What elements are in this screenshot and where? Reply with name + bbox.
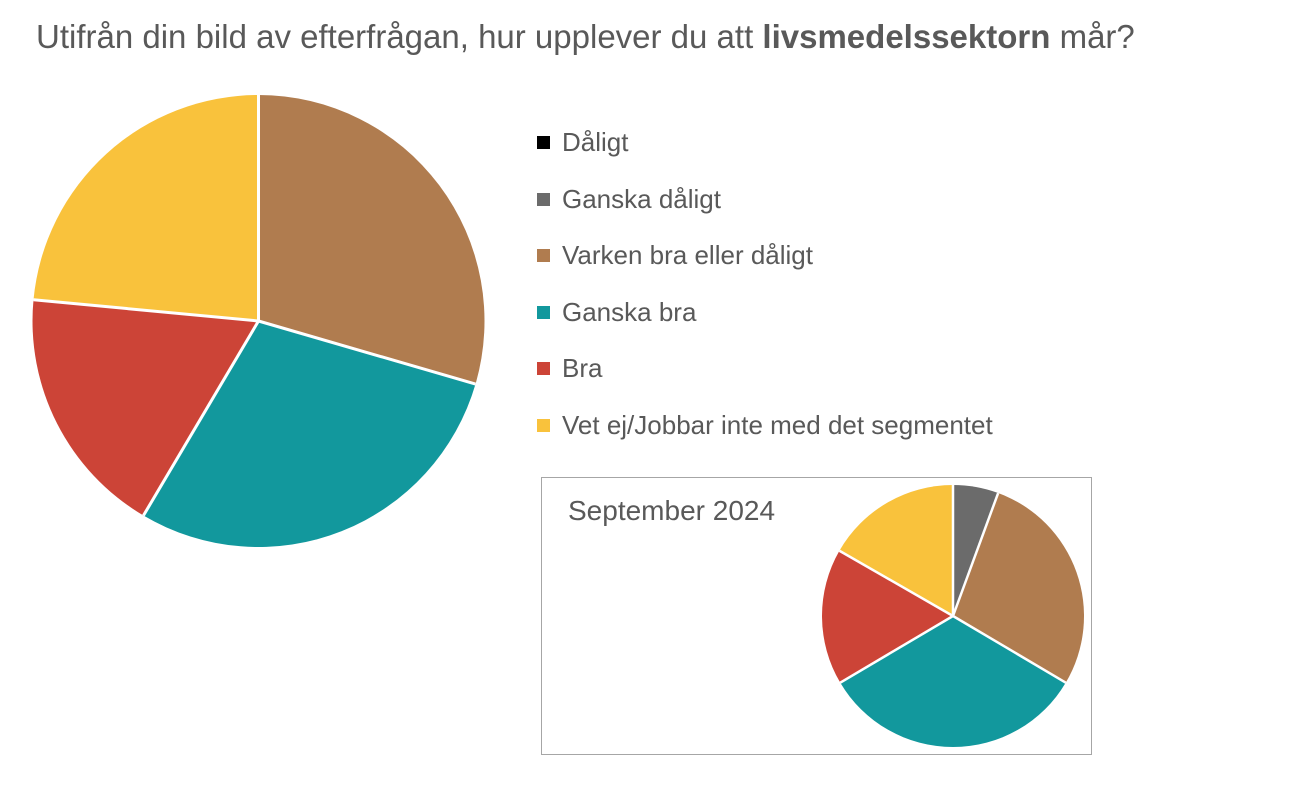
inset-title: September 2024 (568, 495, 776, 526)
slice-separator (952, 614, 1067, 684)
legend-item: Vet ej/Jobbar inte med det segmentet (537, 409, 993, 440)
legend-label: Ganska bra (562, 296, 697, 327)
pie-slice (258, 95, 485, 385)
legend-label: Ganska dåligt (562, 183, 721, 214)
inset-panel: September 2024 (541, 477, 1092, 755)
legend-swatch-daligt (537, 136, 550, 149)
legend-label: Dåligt (562, 127, 629, 157)
legend: Dåligt Ganska dåligt Varken bra eller då… (537, 127, 993, 440)
inset-pie-chart (822, 485, 1084, 747)
slice-separator (951, 492, 1000, 617)
legend-item: Bra (537, 353, 993, 383)
legend-item: Ganska dåligt (537, 183, 993, 214)
chart-title-suffix: mår? (1050, 18, 1135, 55)
chart-title: Utifrån din bild av efterfrågan, hur upp… (36, 18, 1135, 56)
legend-swatch-bra (537, 362, 550, 375)
legend-item: Varken bra eller dåligt (537, 240, 993, 270)
pie-slice (33, 95, 259, 321)
legend-label: Bra (562, 353, 603, 383)
legend-label: Vet ej/Jobbar inte med det segmentet (562, 409, 993, 440)
pie-slice (32, 299, 259, 516)
legend-swatch-varken-bra-eller-daligt (537, 249, 550, 262)
slice-separator (258, 319, 476, 386)
legend-item: Dåligt (537, 127, 993, 157)
legend-swatch-vet-ej (537, 418, 550, 432)
chart-title-prefix: Utifrån din bild av efterfrågan, hur upp… (36, 18, 763, 55)
pie-slice (839, 485, 953, 616)
chart-title-emphasis: livsmedelssektorn (762, 18, 1051, 55)
slice-separator (839, 614, 954, 684)
slice-separator (838, 549, 954, 618)
legend-swatch-ganska-bra (537, 305, 550, 319)
slice-separator (33, 298, 259, 323)
pie-slice (822, 550, 953, 683)
legend-swatch-ganska-daligt (537, 192, 550, 206)
pie-slice (840, 616, 1066, 747)
main-pie-chart (32, 95, 485, 547)
slice-separator (142, 320, 260, 517)
legend-item: Ganska bra (537, 296, 993, 327)
legend-label: Varken bra eller dåligt (562, 240, 813, 270)
